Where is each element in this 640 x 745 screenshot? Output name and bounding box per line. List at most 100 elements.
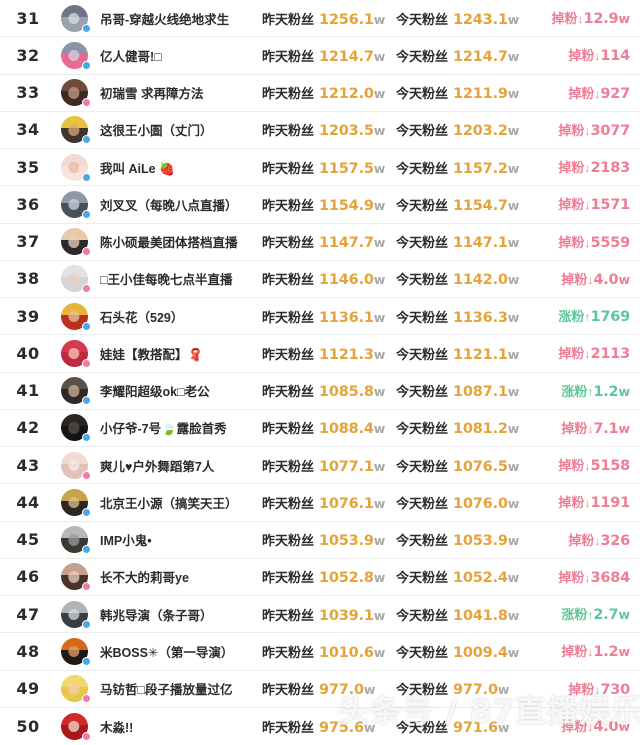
streamer-nickname[interactable]: 我叫 AiLe 🍓 (100, 161, 175, 176)
yesterday-fans-cell: 昨天粉丝 1052.8 w (262, 567, 396, 586)
avatar[interactable] (56, 223, 92, 260)
table-row[interactable]: 37 陈小硕最美团体搭档直播 昨天粉丝 1147.7 w 今天粉丝 1147.1 w 掉粉↓55… (0, 223, 640, 261)
table-row[interactable]: 35 我叫 AiLe 🍓 昨天粉丝 1157.5 w 今天粉丝 1157.2 w 掉粉↓2183 (0, 149, 640, 187)
avatar[interactable] (56, 596, 92, 633)
streamer-nickname[interactable]: 这很王小圄（丈门） (100, 124, 213, 139)
streamer-nickname[interactable]: 石头花（529） (100, 310, 184, 325)
streamer-nickname[interactable]: 木淼!! (100, 720, 134, 735)
avatar[interactable] (56, 186, 92, 223)
avatar[interactable] (56, 558, 92, 595)
avatar[interactable] (56, 335, 92, 372)
verified-badge-icon (82, 470, 91, 480)
yesterday-fans-value: 1121.3 (319, 346, 374, 363)
avatar[interactable] (56, 521, 92, 558)
verified-badge-icon (82, 209, 91, 219)
fan-change-value: 1191 (590, 495, 630, 512)
streamer-nickname[interactable]: 李耀阳超级ok□老公 (100, 385, 210, 400)
yesterday-fans-label: 昨天粉丝 (262, 421, 315, 437)
table-row[interactable]: 31 吊哥-穿越火线绝地求生 昨天粉丝 1256.1 w 今天粉丝 1243.1 w 掉粉↓12… (0, 0, 640, 38)
today-fans-label: 今天粉丝 (396, 346, 449, 362)
avatar-image (60, 4, 88, 32)
yesterday-fans-label: 昨天粉丝 (262, 384, 315, 400)
streamer-nickname[interactable]: 马钫哲□段子播放量过亿 (100, 683, 233, 698)
table-row[interactable]: 32 亿人健哥!□ 昨天粉丝 1214.7 w 今天粉丝 1214.7 w 掉粉↓114 (0, 37, 640, 75)
verified-badge-icon (82, 433, 91, 443)
fan-change-value: 927 (600, 85, 630, 102)
today-fans-label: 今天粉丝 (396, 235, 449, 251)
yesterday-fans-cell: 昨天粉丝 1085.8 w (262, 381, 396, 400)
streamer-nickname[interactable]: 北京王小源（搞笑天王） (100, 496, 238, 511)
arrow-down-icon: ↓ (584, 347, 591, 362)
fan-change-unit: w (618, 11, 630, 27)
fan-change-value: 326 (600, 532, 630, 549)
yesterday-fans-unit: w (373, 495, 386, 511)
yesterday-fans-value: 1154.9 (319, 197, 374, 214)
streamer-nickname[interactable]: 米BOSS✳（第一导演） (100, 645, 234, 660)
table-row[interactable]: 45 IMP小鬼• 昨天粉丝 1053.9 w 今天粉丝 1053.9 w 掉粉↓326 (0, 521, 640, 559)
avatar[interactable] (56, 633, 92, 670)
avatar[interactable] (56, 260, 92, 297)
streamer-nickname[interactable]: 陈小硕最美团体搭档直播 (100, 236, 238, 251)
table-row[interactable]: 36 刘叉叉（每晚八点直播） 昨天粉丝 1154.9 w 今天粉丝 1154.7 w 掉粉↓15… (0, 186, 640, 224)
streamer-nickname[interactable]: 亿人健哥!□ (100, 49, 162, 64)
streamer-nickname[interactable]: 初瑞雪 求再障方法 (100, 87, 204, 102)
avatar[interactable] (56, 484, 92, 521)
today-fans-cell: 今天粉丝 971.6 w (396, 717, 530, 736)
avatar[interactable] (56, 372, 92, 409)
table-row[interactable]: 44 北京王小源（搞笑天王） 昨天粉丝 1076.1 w 今天粉丝 1076.0 w 掉粉↓11… (0, 484, 640, 522)
table-row[interactable]: 34 这很王小圄（丈门） 昨天粉丝 1203.5 w 今天粉丝 1203.2 w 掉粉↓3077 (0, 111, 640, 149)
avatar-image (60, 265, 88, 293)
avatar[interactable] (56, 111, 92, 148)
table-row[interactable]: 47 韩兆导演（条子哥） 昨天粉丝 1039.1 w 今天粉丝 1041.8 w 涨粉↑2.7w (0, 596, 640, 634)
yesterday-fans-cell: 昨天粉丝 1053.9 w (262, 530, 396, 549)
streamer-nickname[interactable]: 韩兆导演（条子哥） (100, 608, 213, 623)
today-fans-unit: w (507, 11, 520, 27)
arrow-down-icon: ↓ (587, 645, 594, 660)
table-row[interactable]: 39 石头花（529） 昨天粉丝 1136.1 w 今天粉丝 1136.3 w 涨粉↑1769 (0, 298, 640, 336)
avatar[interactable] (56, 670, 92, 707)
fan-change-unit: w (618, 420, 630, 436)
table-row[interactable]: 50 木淼!! 昨天粉丝 975.6 w 今天粉丝 971.6 w 掉粉↓4.0w (0, 707, 640, 745)
table-row[interactable]: 48 米BOSS✳（第一导演） 昨天粉丝 1010.6 w 今天粉丝 1009.4 w 掉粉↓1… (0, 633, 640, 671)
streamer-nickname[interactable]: 娃娃【教搭配】🧣 (100, 347, 204, 362)
table-row[interactable]: 40 娃娃【教搭配】🧣 昨天粉丝 1121.3 w 今天粉丝 1121.1 w 掉粉↓2113 (0, 335, 640, 373)
streamer-nickname[interactable]: 小仔爷-7号🍃露脸首秀 (100, 422, 227, 437)
avatar[interactable] (56, 447, 92, 484)
avatar[interactable] (56, 149, 92, 186)
avatar[interactable] (56, 37, 92, 74)
rank-number: 31 (16, 8, 40, 28)
table-row[interactable]: 33 初瑞雪 求再障方法 昨天粉丝 1212.0 w 今天粉丝 1211.9 w 掉粉↓927 (0, 74, 640, 112)
yesterday-fans-label: 昨天粉丝 (262, 160, 315, 176)
streamer-nickname[interactable]: IMP小鬼• (100, 534, 152, 549)
today-fans-value: 1009.4 (453, 644, 508, 661)
table-row[interactable]: 38 □王小佳每晚七点半直播 昨天粉丝 1146.0 w 今天粉丝 1142.0 w 掉粉↓4.… (0, 260, 640, 298)
verified-badge-icon (82, 731, 91, 741)
table-row[interactable]: 41 李耀阳超级ok□老公 昨天粉丝 1085.8 w 今天粉丝 1087.1 w 涨粉↑1.2… (0, 372, 640, 410)
avatar-image (60, 675, 88, 703)
fan-change-unit: w (618, 383, 630, 399)
rank-number: 49 (16, 679, 40, 699)
streamer-nickname[interactable]: □王小佳每晚七点半直播 (100, 273, 233, 288)
yesterday-fans-label: 昨天粉丝 (262, 644, 315, 660)
fan-change-value: 4.0 (593, 271, 619, 288)
avatar[interactable] (56, 74, 92, 111)
yesterday-fans-cell: 昨天粉丝 977.0 w (262, 679, 396, 698)
fan-change-cell: 掉粉↓3077 (530, 120, 640, 140)
yesterday-fans-unit: w (373, 346, 386, 362)
streamer-nickname[interactable]: 爽儿♥户外舞蹈第7人 (100, 459, 215, 474)
fan-change-label: 掉粉 (558, 346, 585, 362)
avatar-image (60, 79, 88, 107)
table-row[interactable]: 43 爽儿♥户外舞蹈第7人 昨天粉丝 1077.1 w 今天粉丝 1076.5 w 掉粉↓515… (0, 447, 640, 485)
avatar[interactable] (56, 298, 92, 335)
avatar[interactable] (56, 409, 92, 446)
avatar[interactable] (56, 708, 92, 745)
fan-change-cell: 掉粉↓730 (530, 679, 640, 699)
streamer-nickname[interactable]: 刘叉叉（每晚八点直播） (100, 198, 238, 213)
table-row[interactable]: 42 小仔爷-7号🍃露脸首秀 昨天粉丝 1088.4 w 今天粉丝 1081.2 w 掉粉↓7.… (0, 409, 640, 447)
today-fans-unit: w (497, 682, 510, 698)
table-row[interactable]: 46 长不大的莉哥ye 昨天粉丝 1052.8 w 今天粉丝 1052.4 w 掉粉↓3684 (0, 558, 640, 596)
table-row[interactable]: 49 马钫哲□段子播放量过亿 昨天粉丝 977.0 w 今天粉丝 977.0 w 掉粉↓730 (0, 670, 640, 708)
avatar[interactable] (56, 0, 92, 37)
streamer-nickname[interactable]: 长不大的莉哥ye (100, 571, 189, 586)
streamer-nickname[interactable]: 吊哥-穿越火线绝地求生 (100, 12, 230, 27)
